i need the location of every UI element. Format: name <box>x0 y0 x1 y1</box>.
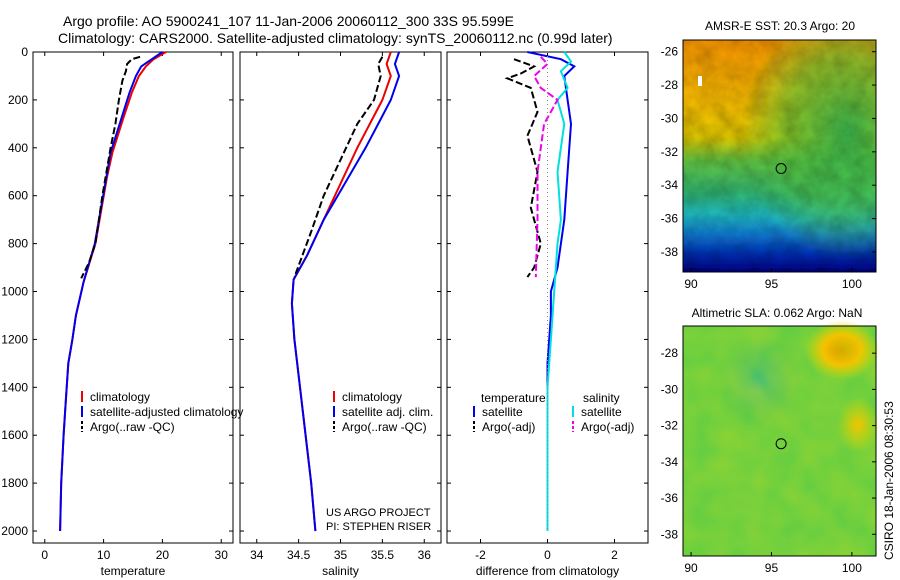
figure-title-line-1: Argo profile: AO 5900241_107 11-Jan-2006… <box>63 13 514 29</box>
temperature-ytick-label: 2000 <box>1 524 28 538</box>
sla-map-argo-marker <box>775 438 787 450</box>
temperature-xlabel: temperature <box>101 564 166 578</box>
temperature-ytick-label: 1400 <box>1 380 28 394</box>
sla-side-label: CSIRO 18-Jan-2006 08:30:53 <box>882 401 896 560</box>
difference-xtick-label: 2 <box>611 548 618 562</box>
difference-legend-title: temperature <box>481 391 546 405</box>
temperature-ytick-label: 1000 <box>1 285 28 299</box>
salinity-series-climatology <box>290 51 392 532</box>
temperature-frame <box>32 51 234 544</box>
salinity-frame <box>239 51 442 544</box>
sla-map-xtick-label: 100 <box>842 561 862 575</box>
sst-map-ytick-label: -38 <box>661 245 679 259</box>
sst-map-xtick-label: 95 <box>765 277 779 291</box>
sla-map-xtick-label: 95 <box>765 561 779 575</box>
salinity-legend-label: Argo(..raw -QC) <box>342 420 427 434</box>
sla-map-ytick-label: -36 <box>661 491 679 505</box>
difference-series-salinity-argo-adj- <box>532 56 559 278</box>
temperature-series-climatology <box>59 51 167 532</box>
temperature-ytick-label: 0 <box>21 45 28 59</box>
sla-map-frame <box>682 325 877 557</box>
sst-map-ytick-label: -34 <box>661 178 679 192</box>
sla-map-ytick-label: -38 <box>661 527 679 541</box>
difference-series-salinity-satellite <box>546 51 573 531</box>
temperature-ytick-label: 800 <box>8 237 28 251</box>
sla-low-anomaly <box>718 332 802 428</box>
difference-xlabel: difference from climatology <box>476 564 619 578</box>
sla-high-anomaly-2 <box>836 397 880 453</box>
difference-legend-label: satellite <box>482 405 523 419</box>
temperature-legend-label: satellite-adjusted climatology <box>90 405 243 419</box>
temperature-xtick-label: 20 <box>156 548 170 562</box>
difference-series-temperature-satellite <box>527 51 576 531</box>
sst-map-xtick-label: 100 <box>842 277 862 291</box>
sst-land-pixel <box>698 76 702 86</box>
sst-map: AMSR-E SST: 20.3 Argo: 20 90 95 100 -26 -28 -… <box>661 19 877 291</box>
temperature-legend-label: climatology <box>90 390 150 404</box>
salinity-panel: 34 34.5 35 35.5 36 salinity climatologysatelli… <box>239 51 442 578</box>
sla-high-anomaly <box>804 320 880 380</box>
temperature-ytick-label: 400 <box>8 141 28 155</box>
sla-map: Altimetric SLA: 0.062 Argo: NaN 90 95 100 -… <box>661 306 896 575</box>
sla-map-xtick-label: 90 <box>684 561 698 575</box>
temperature-xtick-label: 30 <box>215 548 229 562</box>
salinity-annotation: US ARGO PROJECT <box>326 507 431 519</box>
difference-legend-title: salinity <box>583 391 620 405</box>
temperature-panel: 0 10 20 30 0 200 400 600 800 1000 1200 1400 1600 1800… <box>1 45 243 578</box>
sla-map-ytick-label: -34 <box>661 455 679 469</box>
temperature-xtick-label: 10 <box>97 548 111 562</box>
sst-map-ytick-label: -32 <box>661 145 679 159</box>
temperature-xtick-label: 0 <box>41 548 48 562</box>
sst-map-argo-marker <box>775 163 787 175</box>
salinity-annotation: PI: STEPHEN RISER <box>326 521 431 533</box>
temperature-series-satellite-adjusted-climatology <box>59 51 163 532</box>
difference-xtick-label: 0 <box>544 548 551 562</box>
temperature-ytick-label: 600 <box>8 189 28 203</box>
difference-legend-label: satellite <box>581 405 622 419</box>
salinity-legend-label: climatology <box>342 390 402 404</box>
salinity-xtick-label: 34 <box>250 548 264 562</box>
difference-series-temperature-argo-adj- <box>504 58 542 278</box>
sst-map-ytick-label: -30 <box>661 111 679 125</box>
difference-legend-label: Argo(-adj) <box>581 420 634 434</box>
sst-map-ytick-label: -26 <box>661 45 679 59</box>
temperature-ytick-label: 200 <box>8 93 28 107</box>
temperature-ytick-label: 1600 <box>1 428 28 442</box>
temperature-ytick-label: 1800 <box>1 476 28 490</box>
sst-map-ytick-label: -36 <box>661 212 679 226</box>
sla-map-title: Altimetric SLA: 0.062 Argo: NaN <box>692 306 863 320</box>
salinity-series-satellite-adj-clim- <box>290 51 401 532</box>
temperature-ytick-label: 1200 <box>1 332 28 346</box>
figure-title-line-2: Climatology: CARS2000. Satellite-adjuste… <box>58 30 613 46</box>
sla-map-ytick-label: -32 <box>661 419 679 433</box>
salinity-xtick-label: 35.5 <box>371 548 395 562</box>
salinity-series-argo-raw-qc- <box>293 56 384 278</box>
sst-green-tongue <box>683 40 876 272</box>
temperature-legend-label: Argo(..raw -QC) <box>90 420 175 434</box>
sst-map-xtick-label: 90 <box>684 277 698 291</box>
difference-legend-label: Argo(-adj) <box>482 420 535 434</box>
sst-map-ytick-label: -28 <box>661 78 679 92</box>
salinity-xtick-label: 34.5 <box>287 548 311 562</box>
salinity-xtick-label: 35 <box>334 548 348 562</box>
sla-map-ytick-label: -30 <box>661 382 679 396</box>
difference-xtick-label: -2 <box>475 548 486 562</box>
salinity-xtick-label: 36 <box>418 548 432 562</box>
salinity-legend-label: satellite adj. clim. <box>342 405 433 419</box>
sla-map-ytick-label: -28 <box>661 346 679 360</box>
sst-map-frame <box>682 39 877 273</box>
difference-panel: -2 0 2 difference from climatology temperatu… <box>446 51 649 578</box>
temperature-series-argo-raw-qc- <box>80 55 141 279</box>
salinity-xlabel: salinity <box>322 564 359 578</box>
sst-map-title: AMSR-E SST: 20.3 Argo: 20 <box>705 19 855 33</box>
